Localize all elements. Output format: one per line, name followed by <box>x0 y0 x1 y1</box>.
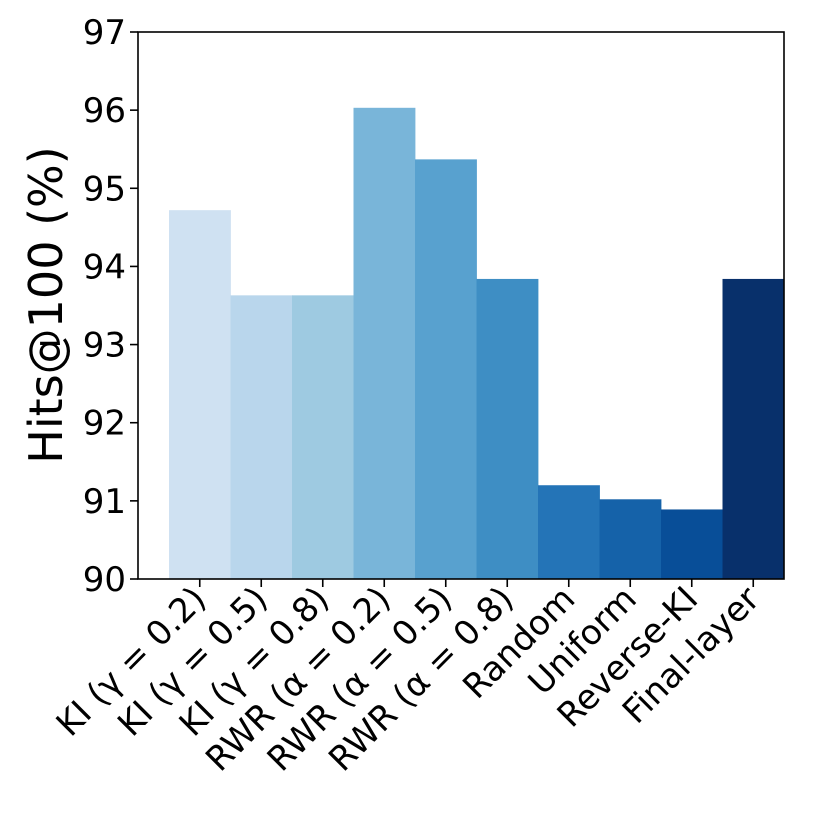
axes-layer <box>137 31 785 580</box>
bar-10 <box>722 278 785 579</box>
y-tick-label: 90 <box>83 560 126 600</box>
y-tick-label: 95 <box>83 169 126 209</box>
y-tick-label: 94 <box>83 247 126 287</box>
bar-9 <box>661 509 723 579</box>
y-tick-label: 92 <box>83 404 126 444</box>
y-tick-label: 91 <box>83 482 126 522</box>
y-axis-label: Hits@100 (%) <box>19 146 73 463</box>
y-tick-label: 93 <box>83 326 126 366</box>
y-tick-label: 96 <box>83 91 126 131</box>
bar-3 <box>292 295 354 579</box>
bar-5 <box>415 159 477 579</box>
bars-layer <box>169 107 785 579</box>
plot-frame <box>137 31 785 580</box>
bar-2 <box>230 295 293 579</box>
y-tick-label: 97 <box>83 13 126 53</box>
bar-1 <box>169 210 231 579</box>
bar-8 <box>599 499 662 579</box>
y-ticks-layer: 90 91 92 93 94 95 96 97 <box>83 13 138 600</box>
x-ticks-layer: KI (γ = 0.2)KI (γ = 0.5)KI (γ = 0.8)RWR … <box>49 579 768 779</box>
bar-7 <box>538 485 600 579</box>
bar-6 <box>476 278 539 579</box>
bar-4 <box>353 107 416 579</box>
